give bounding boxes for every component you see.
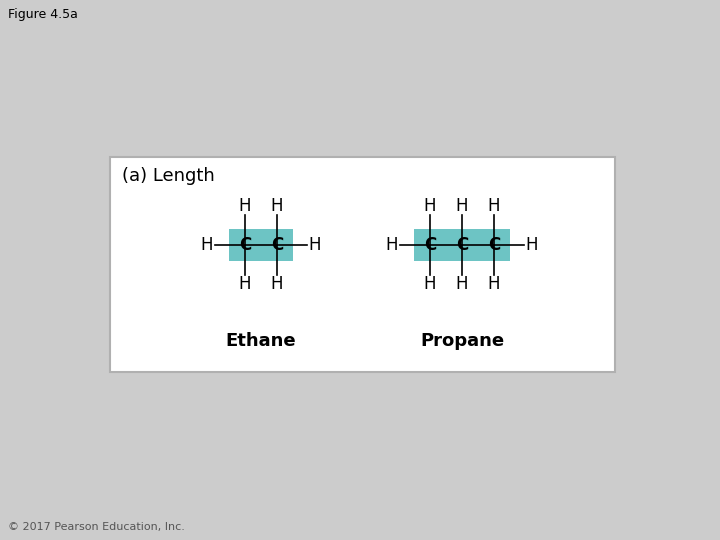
Text: H: H (271, 197, 283, 215)
Text: H: H (271, 275, 283, 293)
Text: C: C (456, 236, 468, 254)
Text: C: C (424, 236, 436, 254)
Text: H: H (487, 197, 500, 215)
Text: H: H (526, 236, 539, 254)
Text: H: H (386, 236, 398, 254)
Text: C: C (488, 236, 500, 254)
Text: H: H (456, 275, 468, 293)
Text: Propane: Propane (420, 332, 504, 350)
Text: H: H (239, 197, 251, 215)
Text: © 2017 Pearson Education, Inc.: © 2017 Pearson Education, Inc. (8, 522, 185, 532)
Text: H: H (201, 236, 213, 254)
Text: H: H (456, 197, 468, 215)
Bar (414, 229, 510, 261)
Text: H: H (424, 275, 436, 293)
Text: (a) Length: (a) Length (122, 167, 215, 185)
Text: H: H (424, 197, 436, 215)
Text: C: C (239, 236, 251, 254)
Text: H: H (487, 275, 500, 293)
Text: C: C (271, 236, 283, 254)
Bar (229, 229, 293, 261)
FancyBboxPatch shape (110, 157, 615, 372)
Text: Figure 4.5a: Figure 4.5a (8, 8, 78, 21)
Text: Ethane: Ethane (225, 332, 297, 350)
Text: H: H (309, 236, 321, 254)
Text: H: H (239, 275, 251, 293)
